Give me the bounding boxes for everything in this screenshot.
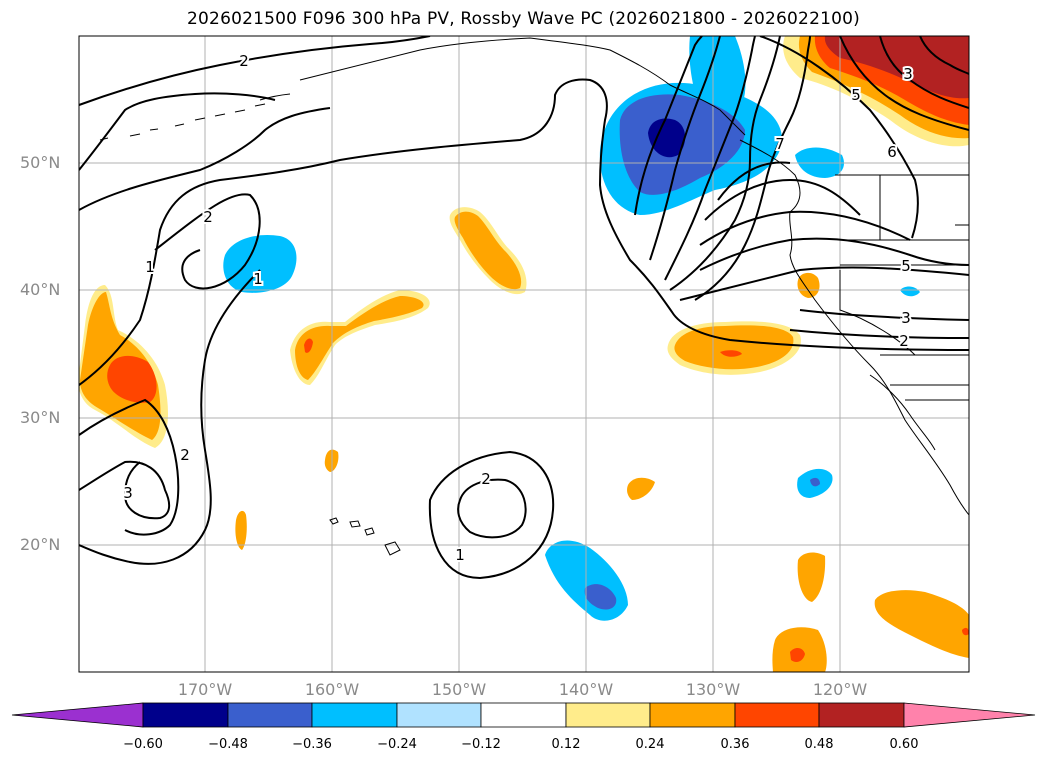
colorbar-segment xyxy=(903,702,1036,728)
positive-anomaly-shading xyxy=(79,36,969,672)
map-title: 2026021500 F096 300 hPa PV, Rossby Wave … xyxy=(187,9,860,29)
colorbar-tick: 0.12 xyxy=(551,737,581,752)
lat-label-40n: 40°N xyxy=(20,280,61,299)
contour-label: 6 xyxy=(887,143,897,161)
contour-label: 3 xyxy=(901,309,911,327)
lat-label-50n: 50°N xyxy=(20,153,61,172)
contour-label: 1 xyxy=(253,270,263,288)
colorbar-tick: 0.36 xyxy=(720,737,750,752)
colorbar-tick: −0.12 xyxy=(461,737,501,752)
contour-label: 2 xyxy=(203,208,213,226)
colorbar-tick: −0.60 xyxy=(123,737,163,752)
colorbar-tick: 0.48 xyxy=(804,737,834,752)
contour-label: 5 xyxy=(901,257,911,275)
lon-label-170w: 170°W xyxy=(177,680,233,699)
colorbar-segment xyxy=(480,702,567,728)
lon-label-140w: 140°W xyxy=(558,680,614,699)
lon-label-130w: 130°W xyxy=(685,680,741,699)
contour-label: 2 xyxy=(180,446,190,464)
colorbar-tick: 0.60 xyxy=(889,737,919,752)
colorbar-segment xyxy=(649,702,736,728)
colorbar-segment xyxy=(311,702,398,728)
contour-label: 2 xyxy=(239,52,249,70)
colorbar-tick: 0.24 xyxy=(635,737,665,752)
wave-contours xyxy=(79,36,969,580)
contour-label: 3 xyxy=(903,65,913,83)
contour-label: 1 xyxy=(145,258,155,276)
colorbar-segment xyxy=(818,702,905,728)
colorbar xyxy=(11,702,1036,728)
contour-label: 3 xyxy=(123,484,133,502)
lat-label-30n: 30°N xyxy=(20,408,61,427)
lat-label-20n: 20°N xyxy=(20,535,61,554)
contour-label: 2 xyxy=(899,332,909,350)
lon-label-160w: 160°W xyxy=(304,680,360,699)
lon-label-150w: 150°W xyxy=(431,680,487,699)
lon-label-120w: 120°W xyxy=(812,680,868,699)
colorbar-tick: −0.24 xyxy=(377,737,417,752)
coastlines xyxy=(99,37,969,556)
colorbar-segment xyxy=(227,702,313,728)
contour-label: 1 xyxy=(455,546,465,564)
map-grid xyxy=(79,36,969,672)
contour-label: 5 xyxy=(851,86,861,104)
colorbar-segment xyxy=(565,702,651,728)
plot-frame xyxy=(78,35,970,673)
contour-label: 2 xyxy=(481,470,491,488)
colorbar-tick: −0.48 xyxy=(208,737,248,752)
colorbar-segment xyxy=(396,702,482,728)
colorbar-segment xyxy=(142,702,229,728)
contour-labels: 2 2 1 1 2 3 2 1 5 6 7 5 3 2 3 xyxy=(121,50,915,566)
contour-label: 7 xyxy=(775,135,785,153)
colorbar-segment xyxy=(11,702,144,728)
colorbar-segment xyxy=(734,702,820,728)
colorbar-tick: −0.36 xyxy=(292,737,332,752)
